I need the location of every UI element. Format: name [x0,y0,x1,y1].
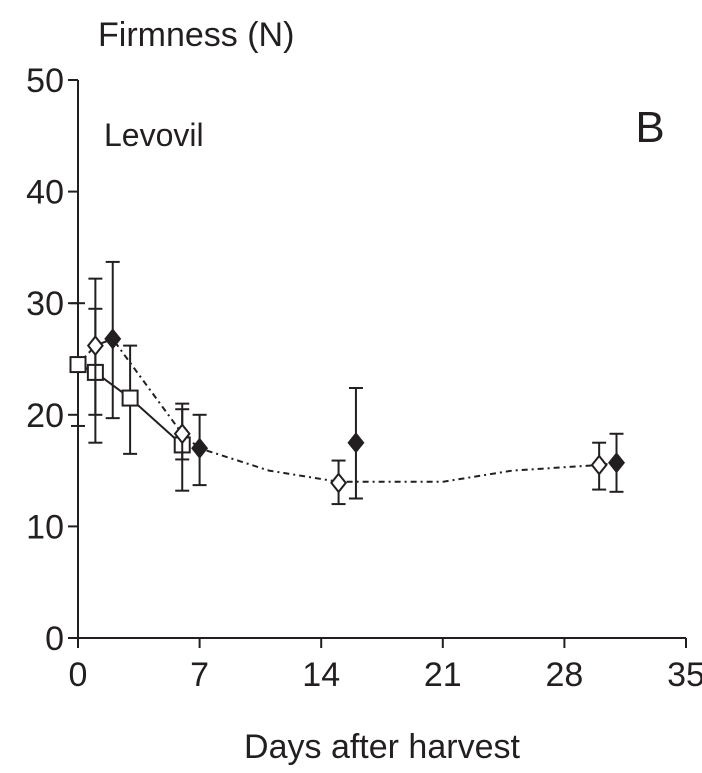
trend-layer [77,337,617,483]
data-point-square [121,389,139,407]
axes: 0 10 20 30 40 50 0 7 14 21 28 35 [26,62,702,694]
data-point-diamond [173,423,191,445]
cultivar-label: Levovil [104,117,204,153]
series-diamond-filled [104,260,625,500]
series-square-open [69,302,191,461]
trend-line [77,337,617,483]
x-tick-label: 0 [69,656,88,694]
data-point-diamond [191,437,209,459]
y-tick-label: 10 [26,508,64,546]
y-tick-label: 0 [45,620,64,658]
data-point-square [69,356,87,374]
y-tick-label: 20 [26,397,64,435]
x-tick-label: 28 [545,656,583,694]
data-point-diamond [608,452,625,474]
y-tick-label: 30 [26,285,64,323]
data-point-diamond [104,328,122,350]
y-tick-label: 50 [26,62,64,100]
series-diamond-open [86,277,608,506]
y-tick-label: 40 [26,174,64,212]
data-point-diamond [347,432,365,454]
x-tick-label: 7 [190,656,209,694]
data-point-diamond [86,335,104,357]
x-tick-label: 35 [667,656,702,694]
data-point-diamond [330,472,348,494]
data-point-diamond [590,454,608,476]
panel-label: B [635,103,664,152]
y-axis-title: Firmness (N) [98,16,294,54]
series-layer [69,260,625,506]
x-tick-label: 14 [302,656,340,694]
x-axis-title: Days after harvest [244,728,520,766]
x-tick-label: 21 [424,656,462,694]
